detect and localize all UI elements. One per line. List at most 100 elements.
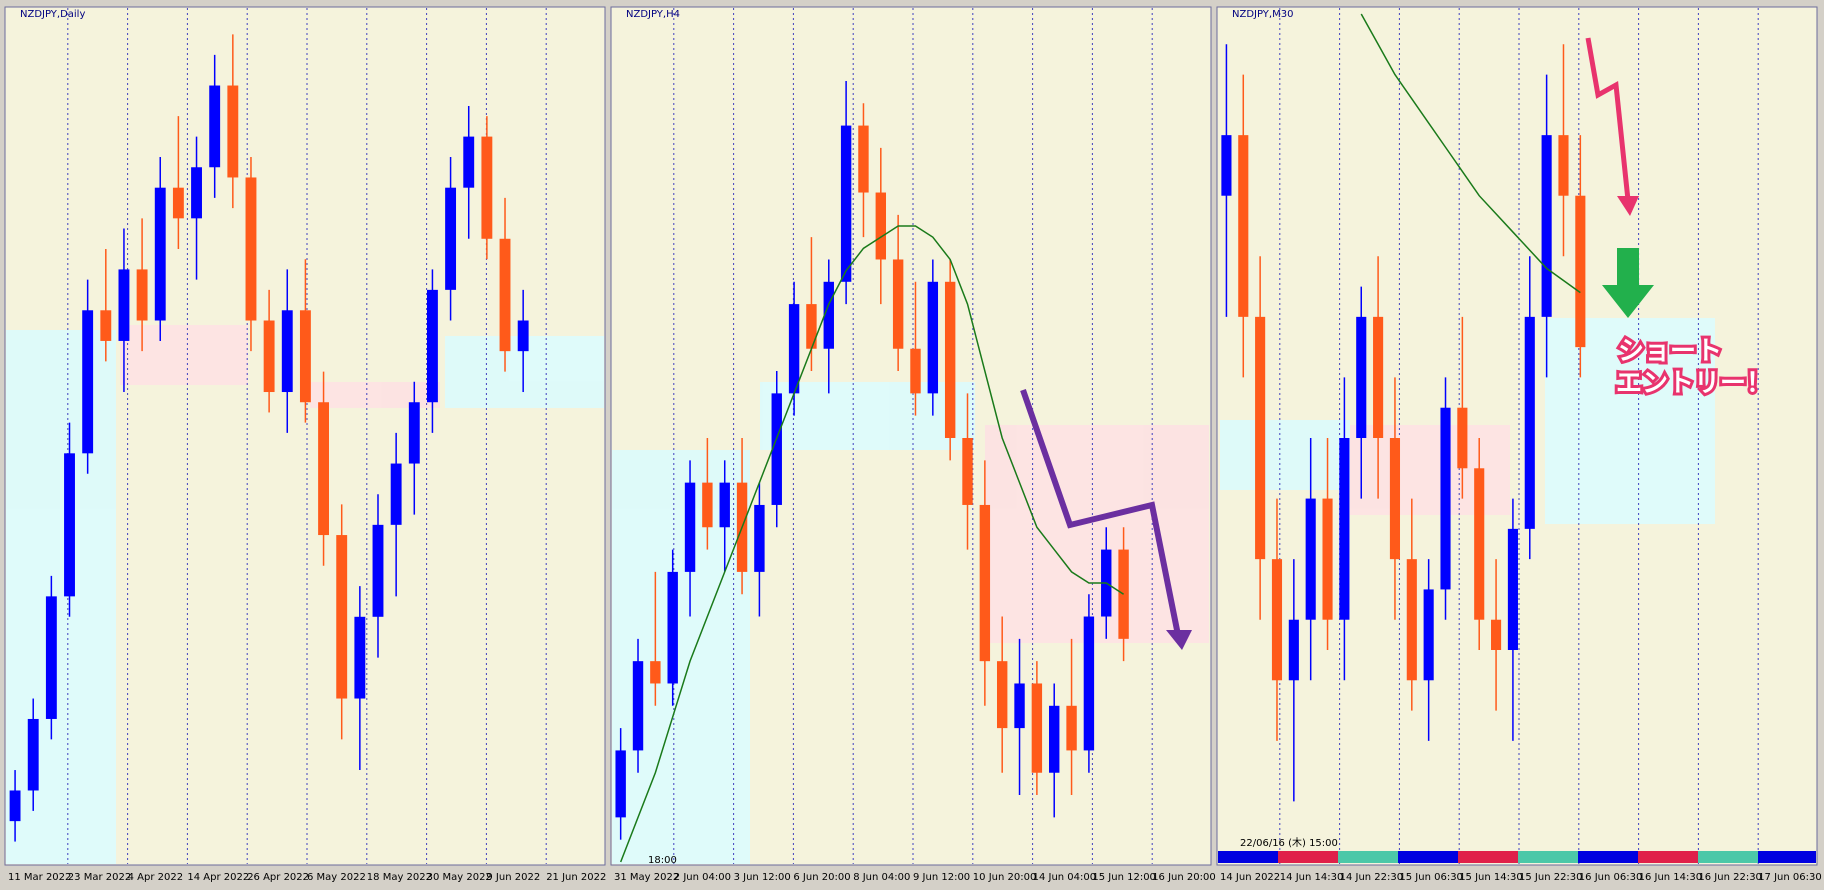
- plot-layer: [9, 8, 1759, 864]
- candle-body: [1389, 438, 1401, 560]
- candle-body: [136, 269, 148, 321]
- x-tick-label: 16 Jun 14:30: [1639, 872, 1703, 883]
- x-tick-label: 8 Jun 04:00: [853, 872, 910, 883]
- candle-body: [1238, 135, 1249, 317]
- candle-body: [100, 310, 112, 341]
- candle-body: [858, 125, 869, 193]
- candle-body: [806, 304, 817, 349]
- entry-text: ショート: [1618, 337, 1722, 367]
- x-tick-label: 15 Jun 14:30: [1459, 872, 1523, 883]
- candle-body: [299, 310, 311, 403]
- candle-body: [996, 661, 1008, 729]
- x-tick-label: 4 Apr 2022: [128, 872, 183, 883]
- candle-body: [650, 661, 661, 684]
- candle-body: [1491, 619, 1502, 650]
- candle-body: [823, 281, 834, 349]
- candle-body: [1373, 316, 1384, 438]
- chart-panel: [615, 8, 1153, 864]
- candle-body: [1440, 407, 1451, 590]
- arrowhead: [1617, 196, 1639, 216]
- candle-body: [426, 289, 438, 403]
- candle-body: [1031, 683, 1043, 773]
- x-tick-label: 15 Jun 12:00: [1092, 872, 1156, 883]
- x-tick-label: 14 Jun 2022: [1220, 872, 1280, 883]
- candle-body: [927, 281, 939, 394]
- x-tick-label: 14 Jun 22:30: [1340, 872, 1404, 883]
- candle-body: [499, 238, 511, 352]
- chart-panel: [1221, 8, 1759, 864]
- candle-body: [245, 177, 257, 321]
- candle-body: [1271, 559, 1283, 681]
- candle-body: [1339, 438, 1350, 620]
- x-tick-label: 2 Jun 04:00: [674, 872, 731, 883]
- candle-body: [892, 259, 904, 349]
- chart-title: NZDJPY,Daily: [20, 9, 85, 20]
- candle-body: [979, 504, 991, 662]
- entry-arrow: [1602, 248, 1654, 318]
- candle-body: [154, 187, 166, 321]
- candle-body: [684, 482, 696, 572]
- moving-average: [1360, 13, 1581, 294]
- x-tick-label: 9 Jun 12:00: [913, 872, 970, 883]
- candle-body: [1014, 683, 1025, 729]
- candle-body: [209, 85, 221, 168]
- candle-body: [191, 167, 202, 219]
- candle-body: [281, 310, 293, 393]
- candle-body: [336, 535, 348, 699]
- candle-body: [875, 192, 887, 260]
- x-tick-label: 31 May 2022: [614, 872, 679, 883]
- chart-panel: [9, 8, 547, 864]
- candle-body: [318, 402, 330, 536]
- arrow: [1020, 389, 1181, 636]
- candle-body: [445, 187, 457, 290]
- x-tick-label: 14 Apr 2022: [187, 872, 249, 883]
- candle-body: [408, 402, 420, 464]
- candle-body: [390, 463, 402, 525]
- candle-body: [788, 304, 800, 394]
- candle-body: [719, 482, 730, 528]
- x-tick-label: 3 Jun 12:00: [734, 872, 791, 883]
- candle-body: [263, 320, 275, 393]
- candle-body: [64, 453, 75, 597]
- candle-body: [118, 269, 130, 341]
- x-tick-label: 6 Jun 20:00: [793, 872, 850, 883]
- chart-title: NZDJPY,M30: [1232, 9, 1293, 20]
- x-tick-label: 14 Jun 04:00: [1033, 872, 1097, 883]
- candle-body: [962, 438, 973, 505]
- x-tick-label: 16 Jun 20:00: [1152, 872, 1216, 883]
- candle-body: [944, 281, 956, 438]
- candle-body: [1049, 705, 1060, 773]
- candle-body: [1083, 616, 1095, 751]
- candle-body: [1558, 135, 1569, 196]
- candle-body: [1423, 589, 1434, 681]
- candle-body: [354, 616, 366, 699]
- moving-average: [619, 225, 1124, 863]
- candle-body: [481, 136, 493, 239]
- x-tick-label: 30 May 2022: [427, 872, 492, 883]
- x-tick-label: 10 Jun 20:00: [973, 872, 1037, 883]
- x-tick-label: 11 Mar 2022: [8, 872, 71, 883]
- candle-body: [227, 85, 239, 178]
- candle-body: [1288, 619, 1299, 681]
- x-tick-label: 18 May 2022: [367, 872, 432, 883]
- candle-body: [667, 571, 678, 684]
- x-tick-label: 17 Jun 06:30: [1758, 872, 1822, 883]
- candle-body: [702, 482, 713, 528]
- candle-body: [1322, 498, 1333, 620]
- arrowhead: [1166, 630, 1192, 650]
- candle-body: [840, 125, 852, 282]
- time-label: 22/06/16 (木) 15:00: [1240, 837, 1338, 849]
- candle-body: [1575, 195, 1586, 348]
- zones: [6, 318, 1715, 864]
- x-tick-label: 16 Jun 22:30: [1698, 872, 1762, 883]
- arrow: [1585, 37, 1631, 201]
- candle-body: [1474, 468, 1485, 620]
- candle-body: [45, 596, 57, 719]
- candle-body: [1406, 559, 1417, 681]
- x-tick-label: 16 Jun 06:30: [1579, 872, 1643, 883]
- x-tick-label: 15 Jun 06:30: [1399, 872, 1463, 883]
- candle-body: [1541, 135, 1552, 317]
- x-tick-label: 9 Jun 2022: [486, 872, 540, 883]
- candle-body: [632, 661, 644, 751]
